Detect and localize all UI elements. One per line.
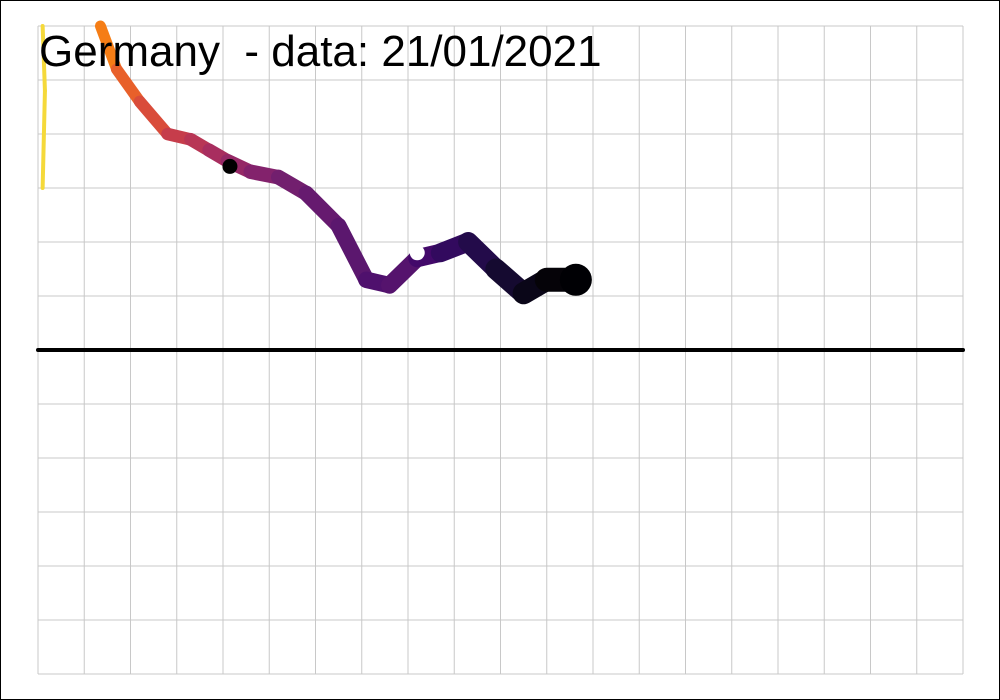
trajectory-marker bbox=[409, 245, 425, 261]
trajectory-segment bbox=[330, 217, 375, 288]
trajectory-segment bbox=[110, 63, 146, 108]
trajectory-segment bbox=[40, 24, 47, 93]
trajectory-segment bbox=[94, 20, 123, 75]
chart-series bbox=[40, 20, 592, 305]
trajectory-segment bbox=[133, 95, 174, 140]
chart-title: Germany - data: 21/01/2021 bbox=[39, 27, 602, 76]
trajectory-segment bbox=[40, 88, 47, 190]
trajectory-end-point bbox=[559, 263, 592, 296]
chart-markers bbox=[222, 158, 425, 261]
trajectory-marker bbox=[222, 158, 238, 174]
